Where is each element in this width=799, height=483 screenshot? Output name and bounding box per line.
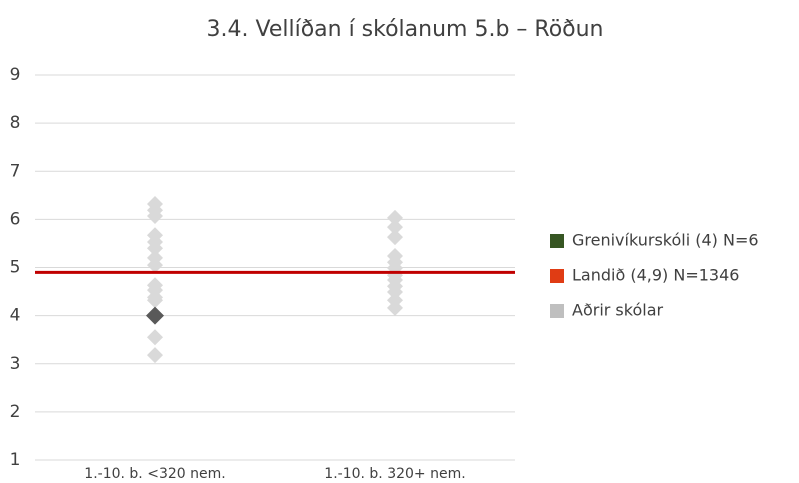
- legend-label: Aðrir skólar: [572, 301, 663, 320]
- point: [147, 292, 163, 309]
- point: [147, 347, 163, 364]
- y-tick-label: 5: [10, 258, 21, 278]
- point: [387, 284, 403, 301]
- y-tick-label: 4: [10, 306, 21, 326]
- y-tick-label: 3: [10, 354, 21, 374]
- y-tick-label: 9: [10, 65, 21, 85]
- y-tick-label: 7: [10, 161, 21, 181]
- y-tick-label: 1: [10, 450, 21, 470]
- point: [147, 240, 163, 257]
- x-tick-label: 1.-10. b. <320 nem.: [84, 466, 225, 482]
- legend-label: Landið (4,9) N=1346: [572, 266, 739, 285]
- legend-swatch: [550, 304, 564, 318]
- point: [387, 209, 403, 226]
- legend-swatch: [550, 234, 564, 248]
- point: [387, 219, 403, 236]
- point: [147, 208, 163, 225]
- point: [387, 299, 403, 316]
- point: [387, 229, 403, 246]
- y-tick-label: 8: [10, 113, 21, 133]
- y-tick-label: 2: [10, 402, 21, 422]
- point: [147, 329, 163, 346]
- point: [147, 257, 163, 274]
- legend-label: Grenivíkurskóli (4) N=6: [572, 231, 759, 250]
- point: [146, 306, 164, 325]
- x-tick-label: 1.-10. b. 320+ nem.: [324, 466, 465, 482]
- y-tick-label: 6: [10, 209, 21, 229]
- chart-title: 3.4. Vellíðan í skólanum 5.b – Röðun: [207, 17, 604, 42]
- legend-swatch: [550, 269, 564, 283]
